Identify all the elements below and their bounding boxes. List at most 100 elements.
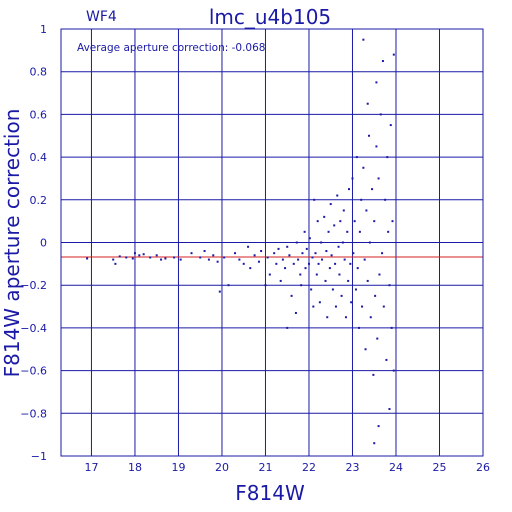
data-point — [338, 273, 341, 276]
data-point — [362, 166, 365, 169]
plot-frame — [60, 28, 484, 457]
x-tick-label: 20 — [215, 461, 229, 474]
data-point — [300, 284, 303, 287]
data-point — [303, 230, 306, 233]
data-point — [86, 257, 89, 260]
data-point — [348, 188, 351, 191]
data-point — [257, 260, 260, 263]
data-point — [330, 254, 333, 257]
data-point — [292, 262, 295, 265]
data-point — [321, 258, 324, 261]
data-point — [358, 230, 361, 233]
data-point — [266, 256, 269, 259]
data-point — [362, 38, 365, 41]
data-point — [149, 256, 152, 259]
data-point — [366, 102, 369, 105]
y-tick-label: 0.4 — [30, 151, 48, 164]
data-point — [253, 254, 256, 257]
data-point — [320, 241, 323, 244]
data-point — [125, 256, 128, 259]
x-tick-label: 22 — [302, 461, 316, 474]
data-point — [301, 252, 304, 255]
data-point — [377, 177, 380, 180]
data-point — [392, 53, 395, 56]
data-point — [375, 145, 378, 148]
x-tick-label: 19 — [171, 461, 185, 474]
data-point — [388, 408, 391, 411]
grid-lines — [61, 28, 484, 457]
data-point — [360, 198, 363, 201]
y-tick-label: 0.2 — [30, 194, 48, 207]
data-point — [142, 253, 145, 256]
y-tick-label: −0.4 — [20, 322, 47, 335]
data-point — [349, 262, 352, 265]
data-point — [131, 257, 134, 260]
data-point — [286, 326, 289, 329]
data-point — [307, 262, 310, 265]
data-point — [203, 250, 206, 253]
data-point — [313, 198, 316, 201]
data-point — [311, 256, 314, 259]
data-point — [133, 252, 136, 255]
data-point — [363, 258, 366, 261]
data-point — [190, 252, 193, 255]
data-point — [290, 294, 293, 297]
y-tick-label: 0.8 — [30, 66, 48, 79]
data-point — [373, 220, 376, 223]
data-point — [238, 258, 241, 261]
data-point — [112, 258, 115, 261]
data-point — [327, 230, 330, 233]
data-point — [369, 316, 372, 319]
chart-title: lmc_u4b105 — [209, 5, 331, 29]
data-point — [312, 305, 315, 308]
y-tick-label: −1 — [31, 450, 47, 463]
data-point — [358, 326, 361, 329]
data-point — [279, 279, 282, 282]
data-point — [297, 258, 300, 261]
data-point — [344, 316, 347, 319]
data-point — [242, 262, 245, 265]
data-point — [334, 305, 337, 308]
data-point — [384, 198, 387, 201]
data-point — [281, 258, 284, 261]
data-point — [160, 258, 163, 261]
chip-label: WF4 — [86, 9, 117, 25]
x-tick-label: 23 — [345, 461, 359, 474]
data-point — [365, 209, 368, 212]
data-point — [392, 369, 395, 372]
data-point — [356, 267, 359, 270]
data-point — [342, 209, 345, 212]
data-point — [288, 254, 291, 257]
data-point — [212, 254, 215, 257]
y-tick-label: 0.6 — [30, 108, 48, 121]
x-tick-label: 25 — [432, 461, 446, 474]
data-point — [382, 305, 385, 308]
data-point — [351, 177, 354, 180]
data-point — [218, 290, 221, 293]
data-point — [310, 288, 313, 291]
data-point — [341, 241, 344, 244]
x-tick-label: 26 — [476, 461, 490, 474]
data-point — [334, 262, 337, 265]
data-point — [381, 60, 384, 63]
data-point — [389, 124, 392, 127]
data-point — [316, 220, 319, 223]
data-point — [264, 284, 267, 287]
data-point — [179, 258, 182, 261]
x-tick-label: 24 — [389, 461, 403, 474]
data-point — [346, 230, 349, 233]
data-point — [353, 220, 356, 223]
data-point — [323, 215, 326, 218]
data-point — [155, 254, 158, 257]
data-point — [207, 258, 210, 261]
data-point — [308, 237, 311, 240]
data-point — [378, 273, 381, 276]
data-point — [286, 245, 289, 248]
data-point — [364, 348, 367, 351]
data-point — [329, 203, 332, 206]
data-points — [86, 38, 395, 445]
data-point — [299, 273, 302, 276]
data-point — [375, 81, 378, 84]
data-point — [223, 256, 226, 259]
